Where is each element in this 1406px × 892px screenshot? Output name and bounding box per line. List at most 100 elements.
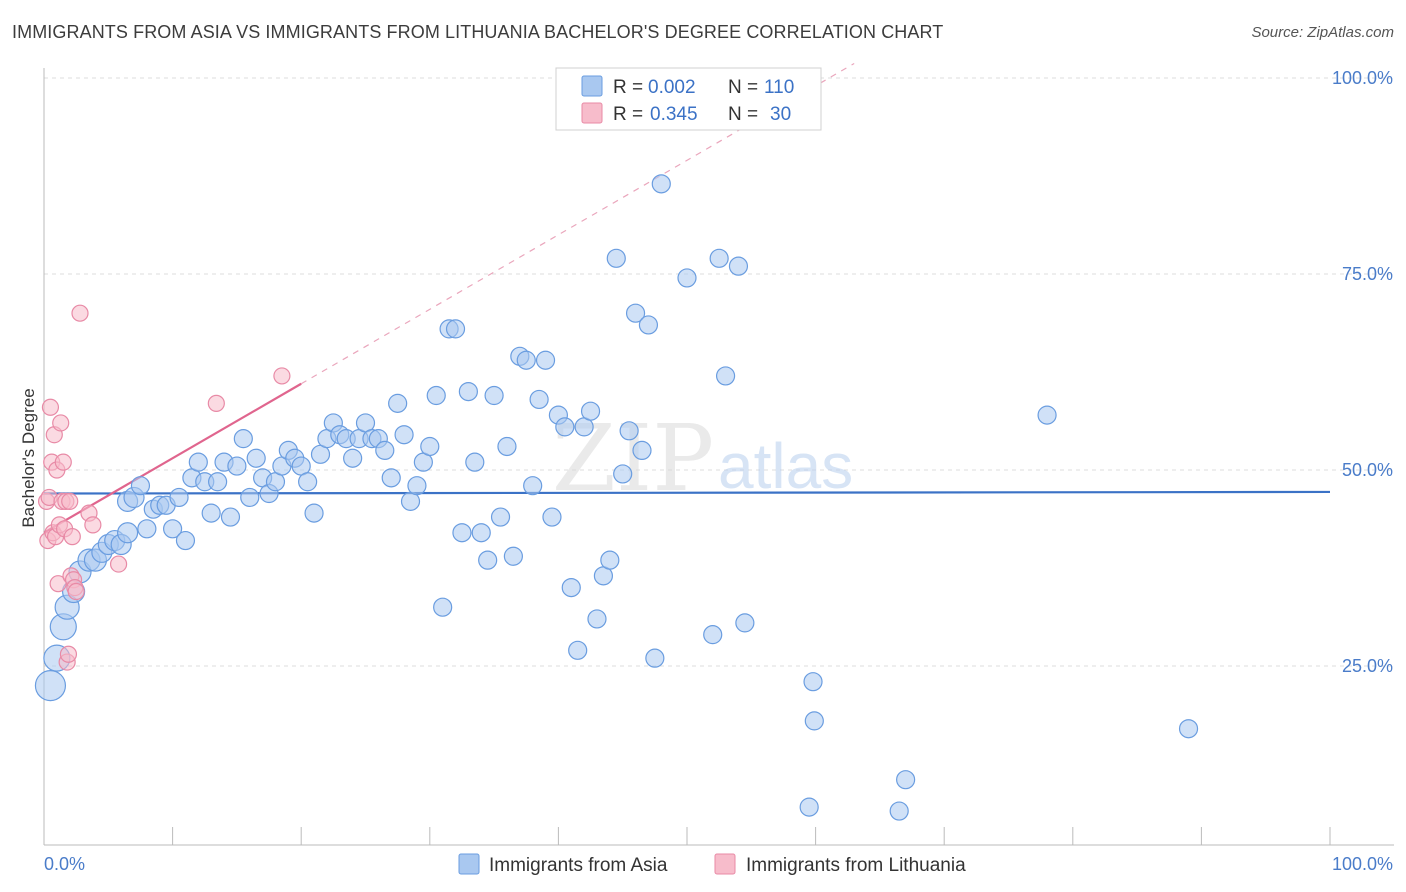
asia-point-89 [606,248,626,268]
asia-point-91 [619,421,639,441]
asia-point-76 [523,476,543,496]
asia-point-41 [298,472,318,492]
correlation-legend: R = 0.002 N = 110 R = 0.345 N = 30 [555,67,822,131]
series-legend-swatch-lithuania [714,853,736,875]
legend-r-label-lithuania: R = [613,104,643,125]
asia-point-62 [433,597,453,617]
asia-point-60 [420,436,440,457]
asia-point-94 [638,315,659,335]
asia-point-104 [803,672,823,692]
lithuania-point-17 [59,645,78,663]
lithuania-point-24 [71,304,89,322]
asia-point-22 [175,530,196,551]
chart-title: IMMIGRANTS FROM ASIA VS IMMIGRANTS FROM … [12,22,944,42]
asia-point-12 [116,522,139,544]
lithuania-point-28 [207,394,225,412]
asia-point-88 [600,550,620,570]
trend-line-asia [43,490,1331,495]
x-tick-label-max: 100.0% [1332,854,1393,874]
asia-point-54 [381,468,401,488]
asia-point-82 [561,577,581,598]
lithuania-point-26 [84,516,102,534]
lithuania-point-13 [54,453,72,471]
asia-point-32 [240,487,260,508]
asia-point-98 [703,625,723,645]
asia-point-33 [246,448,266,468]
asia-point-67 [465,452,485,472]
legend-swatch-lithuania [581,102,603,124]
asia-point-31 [233,429,253,449]
asia-point-70 [484,385,504,406]
asia-point-90 [613,464,633,484]
asia-point-53 [375,440,395,460]
axes [43,68,1394,846]
asia-point-56 [394,425,414,445]
asia-point-69 [478,550,498,570]
asia-point-29 [220,507,241,527]
asia-point-102 [735,613,755,633]
legend-r-label-asia: R = [613,77,643,98]
asia-point-71 [490,507,511,527]
asia-point-95 [645,648,665,668]
legend-n-value-asia: 110 [764,77,794,98]
asia-point-65 [452,523,472,543]
asia-point-55 [388,393,408,413]
asia-point-27 [208,472,228,492]
asia-point-16 [137,519,157,539]
x-tick-label-min: 0.0% [44,854,85,874]
lithuania-point-23 [67,582,85,601]
asia-point-99 [709,248,729,268]
asia-point-93 [632,440,652,460]
asia-point-78 [535,350,556,370]
asia-point-0 [34,669,67,702]
y-tick-label-75: 75.0% [1342,264,1393,284]
asia-point-64 [445,319,466,339]
asia-point-26 [201,503,221,523]
y-tick-label-100: 100.0% [1332,68,1393,88]
asia-point-15 [130,476,151,496]
asia-point-79 [542,507,562,527]
series-legend-swatch-asia [458,853,480,875]
y-tick-label-25: 25.0% [1342,656,1393,676]
asia-point-86 [587,609,607,629]
data-points [34,174,1199,821]
asia-point-42 [304,503,324,523]
lithuania-point-20 [63,528,81,546]
asia-point-103 [799,797,819,817]
y-tick-label-50: 50.0% [1342,460,1393,480]
asia-point-75 [516,350,536,370]
asia-point-24 [188,452,208,472]
legend-n-value-lithuania: 30 [770,104,791,125]
asia-point-81 [555,417,575,437]
asia-point-92 [625,303,646,323]
lithuania-point-3 [41,398,60,416]
asia-point-85 [580,401,601,421]
asia-point-109 [1178,719,1199,739]
asia-point-58 [407,476,427,496]
legend-swatch-asia [581,75,603,97]
asia-point-107 [896,770,916,790]
tick-labels: 25.0% 50.0% 75.0% 100.0% 0.0% 100.0% [44,68,1393,874]
watermark: ZIP atlas [552,405,853,512]
asia-point-108 [1037,405,1057,425]
asia-point-30 [227,456,247,476]
lithuania-point-11 [52,414,70,432]
asia-point-106 [889,801,909,821]
asia-point-101 [728,256,749,276]
source-label: Source: ZipAtlas.com [1251,24,1394,41]
asia-point-20 [163,519,183,539]
asia-point-96 [651,174,671,194]
series-legend-label-lithuania: Immigrants from Lithuania [746,855,966,876]
asia-point-83 [568,640,588,660]
lithuania-point-27 [109,555,128,573]
asia-point-100 [715,366,736,386]
series-legend-label-asia: Immigrants from Asia [489,855,668,876]
asia-point-21 [169,487,189,508]
asia-point-48 [343,448,363,468]
asia-point-97 [677,268,697,288]
legend-r-value-asia: 0.002 [648,77,696,98]
asia-point-73 [503,546,523,566]
asia-point-105 [804,711,824,731]
asia-point-66 [458,382,478,402]
